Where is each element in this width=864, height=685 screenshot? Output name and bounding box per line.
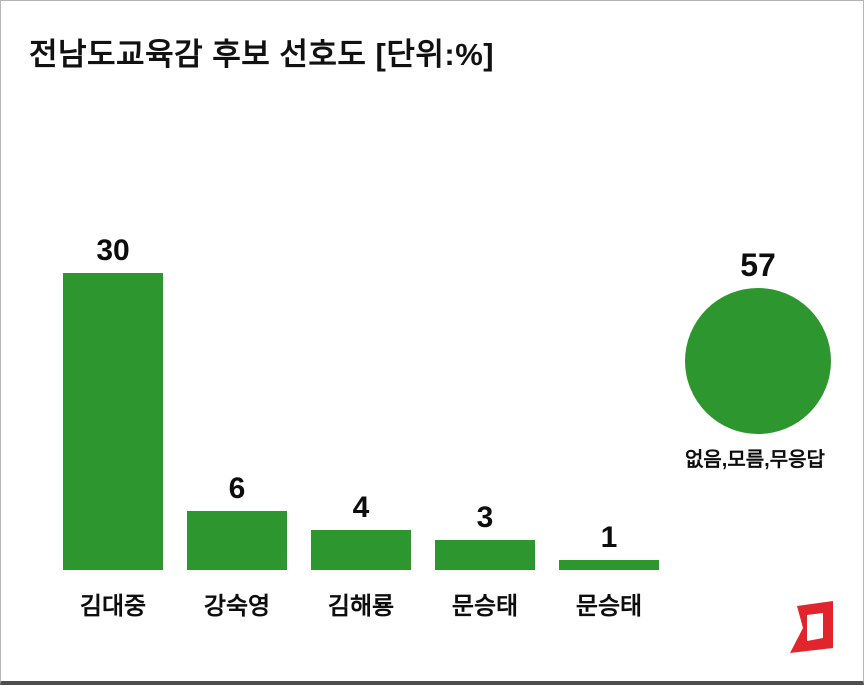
- circle-value-label: 57: [740, 247, 776, 283]
- bar-category-label: 강숙영: [203, 593, 271, 620]
- bar-item: 4 김해룡: [311, 491, 411, 621]
- bar-category-label: 김해룡: [327, 593, 395, 620]
- bar: [63, 273, 163, 570]
- bar-value-label: 4: [352, 491, 370, 524]
- bar: [311, 530, 411, 570]
- bar-value-label: 6: [228, 472, 246, 505]
- bar-value-label: 30: [96, 234, 130, 267]
- bar: [559, 560, 659, 570]
- bar-chart: 30 김대중 6 강숙영 4 김해룡 3 문승태 1 문승태: [63, 234, 659, 621]
- bar-category-label: 문승태: [575, 593, 643, 620]
- bar-item: 6 강숙영: [187, 472, 287, 621]
- circle-marker: [685, 288, 831, 434]
- circle-category-label: 없음,모름,무응답: [685, 449, 825, 471]
- bar-category-label: 김대중: [79, 593, 147, 620]
- bar-category-label: 문승태: [451, 593, 519, 620]
- bar-value-label: 3: [476, 501, 494, 534]
- asia-economy-logo-icon: [790, 601, 833, 653]
- bar-value-label: 1: [600, 521, 618, 554]
- other-responses-group: 57 없음,모름,무응답: [685, 247, 845, 473]
- bar: [187, 511, 287, 570]
- chart-title: 전남도교육감 후보 선호도 [단위:%]: [29, 37, 495, 72]
- bar-item: 3 문승태: [435, 501, 535, 621]
- bar-item: 1 문승태: [559, 521, 659, 621]
- bar-item: 30 김대중: [63, 234, 163, 621]
- bar: [435, 540, 535, 570]
